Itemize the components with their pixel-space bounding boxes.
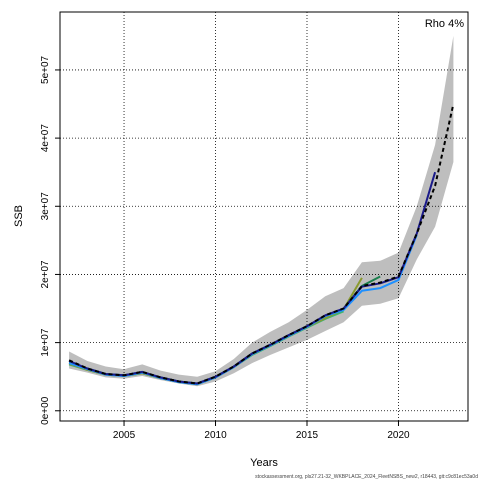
- x-tick-label: 2010: [204, 430, 227, 441]
- confidence-band-layer: [69, 35, 454, 387]
- x-tick-label: 2015: [296, 430, 319, 441]
- x-tick-label: 2005: [113, 430, 136, 441]
- rho-annotation: Rho 4%: [425, 18, 464, 30]
- y-tick-label: 2e+07: [40, 260, 51, 289]
- plot-frame: [59, 11, 469, 422]
- series-line: [68, 234, 418, 386]
- grid-layer: [60, 12, 468, 421]
- series-line: [68, 103, 455, 385]
- x-axis: 2005 2010 2015 2020: [113, 421, 410, 441]
- y-tick-label: 1e+07: [40, 328, 51, 357]
- x-axis-label: Years: [250, 457, 278, 469]
- y-tick-label: 0e+00: [40, 396, 51, 425]
- y-tick-label: 4e+07: [40, 124, 51, 153]
- y-axis-label: SSB: [13, 205, 25, 227]
- y-axis: 0e+00 1e+07 2e+07 3e+07 4e+07 5e+07: [40, 55, 60, 425]
- footer-source: stockassessment.org, pls27.21-32_WKBPLAC…: [255, 474, 478, 480]
- x-tick-label: 2020: [387, 430, 410, 441]
- y-tick-label: 3e+07: [40, 192, 51, 221]
- y-tick-label: 5e+07: [40, 55, 51, 84]
- series-layer: [68, 103, 455, 386]
- confidence-band: [69, 35, 454, 387]
